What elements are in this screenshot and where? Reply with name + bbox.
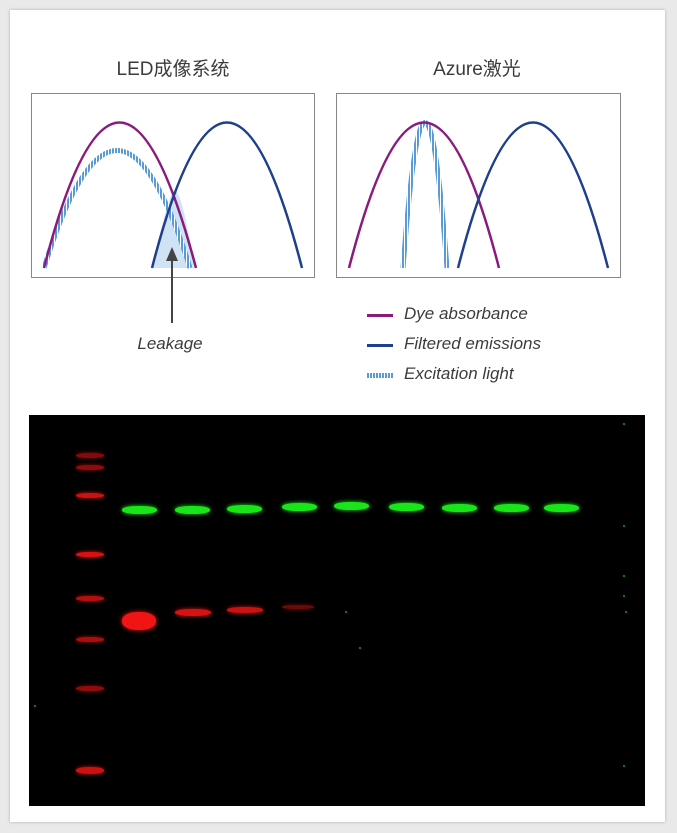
noise-speck	[345, 611, 347, 613]
led-emission-curve	[150, 121, 304, 269]
ladder-band	[76, 453, 104, 458]
red-band	[282, 605, 314, 609]
led-spectrum-plot	[31, 93, 315, 278]
azure-plot-frame	[336, 93, 621, 278]
led-absorbance-curve	[42, 121, 198, 269]
green-band	[122, 506, 157, 514]
legend-label: Excitation light	[404, 364, 514, 383]
noise-speck	[623, 423, 625, 425]
figure-card: LED成像系统 Azure激光 Leakage	[10, 10, 665, 822]
green-band	[442, 504, 477, 512]
green-band	[544, 504, 579, 512]
ladder-band	[76, 637, 104, 642]
noise-speck	[34, 705, 36, 707]
green-band	[175, 506, 210, 514]
leakage-arrow	[166, 247, 178, 323]
noise-speck	[623, 525, 625, 527]
legend-label: Filtered emissions	[404, 334, 541, 353]
ladder-band	[76, 493, 104, 498]
excitation-swatch	[367, 373, 393, 378]
ladder-band	[76, 767, 104, 774]
absorbance-swatch	[367, 314, 393, 317]
noise-speck	[623, 595, 625, 597]
noise-speck	[623, 765, 625, 767]
leakage-label: Leakage	[137, 334, 203, 353]
noise-speck	[623, 575, 625, 577]
ladder-band	[76, 552, 104, 557]
red-band	[227, 607, 263, 613]
red-band	[175, 609, 211, 616]
ladder-band	[76, 596, 104, 601]
green-band	[282, 503, 317, 511]
led-panel-title: LED成像系统	[116, 59, 230, 80]
green-band	[227, 505, 262, 513]
ladder-band	[76, 686, 104, 691]
legend-label: Dye absorbance	[404, 304, 528, 323]
green-band	[389, 503, 424, 511]
azure-emission-curve	[456, 121, 610, 269]
green-band	[494, 504, 529, 512]
green-band	[334, 502, 369, 510]
red-band	[122, 612, 156, 630]
led-excitation-curve	[41, 148, 193, 269]
noise-speck	[625, 611, 627, 613]
western-blot-image	[29, 415, 645, 806]
emission-swatch	[367, 344, 393, 347]
noise-speck	[359, 647, 361, 649]
ladder-band	[76, 465, 104, 470]
azure-panel-title: Azure激光	[433, 59, 521, 80]
azure-spectrum-plot	[336, 93, 621, 278]
